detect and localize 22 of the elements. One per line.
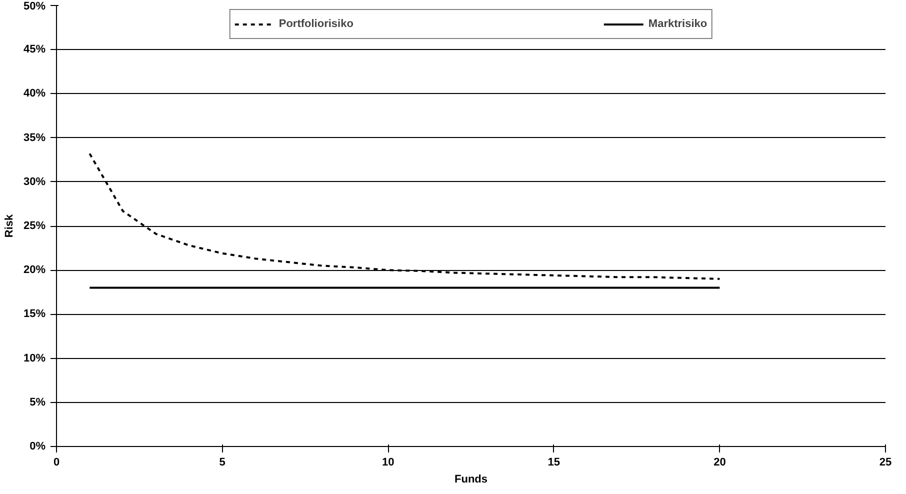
legend-label: Marktrisiko	[648, 18, 708, 30]
y-tick-label: 25%	[23, 220, 46, 232]
y-tick-label: 30%	[23, 176, 46, 188]
y-tick-label: 45%	[23, 44, 46, 56]
y-tick-label: 0%	[30, 440, 46, 452]
x-tick-label: 20	[714, 456, 726, 468]
x-tick-label: 10	[382, 456, 394, 468]
x-tick-label: 25	[879, 456, 892, 468]
y-tick-label: 35%	[23, 132, 46, 144]
y-axis-title: Risk	[3, 214, 16, 238]
legend-label: Portfoliorisiko	[278, 18, 354, 30]
x-tick-label: 5	[219, 456, 226, 468]
x-tick-label: 0	[53, 456, 60, 468]
y-tick-label: 50%	[23, 0, 46, 12]
line-series	[88, 152, 721, 280]
y-tick-label: 15%	[23, 308, 46, 320]
x-tick-label: 15	[548, 456, 560, 468]
y-tick-label: 5%	[30, 396, 46, 408]
x-axis-title: Funds	[454, 474, 488, 486]
y-tick-label: 40%	[23, 88, 46, 100]
y-tick-label: 10%	[23, 352, 46, 364]
y-tick-label: 20%	[23, 264, 46, 276]
